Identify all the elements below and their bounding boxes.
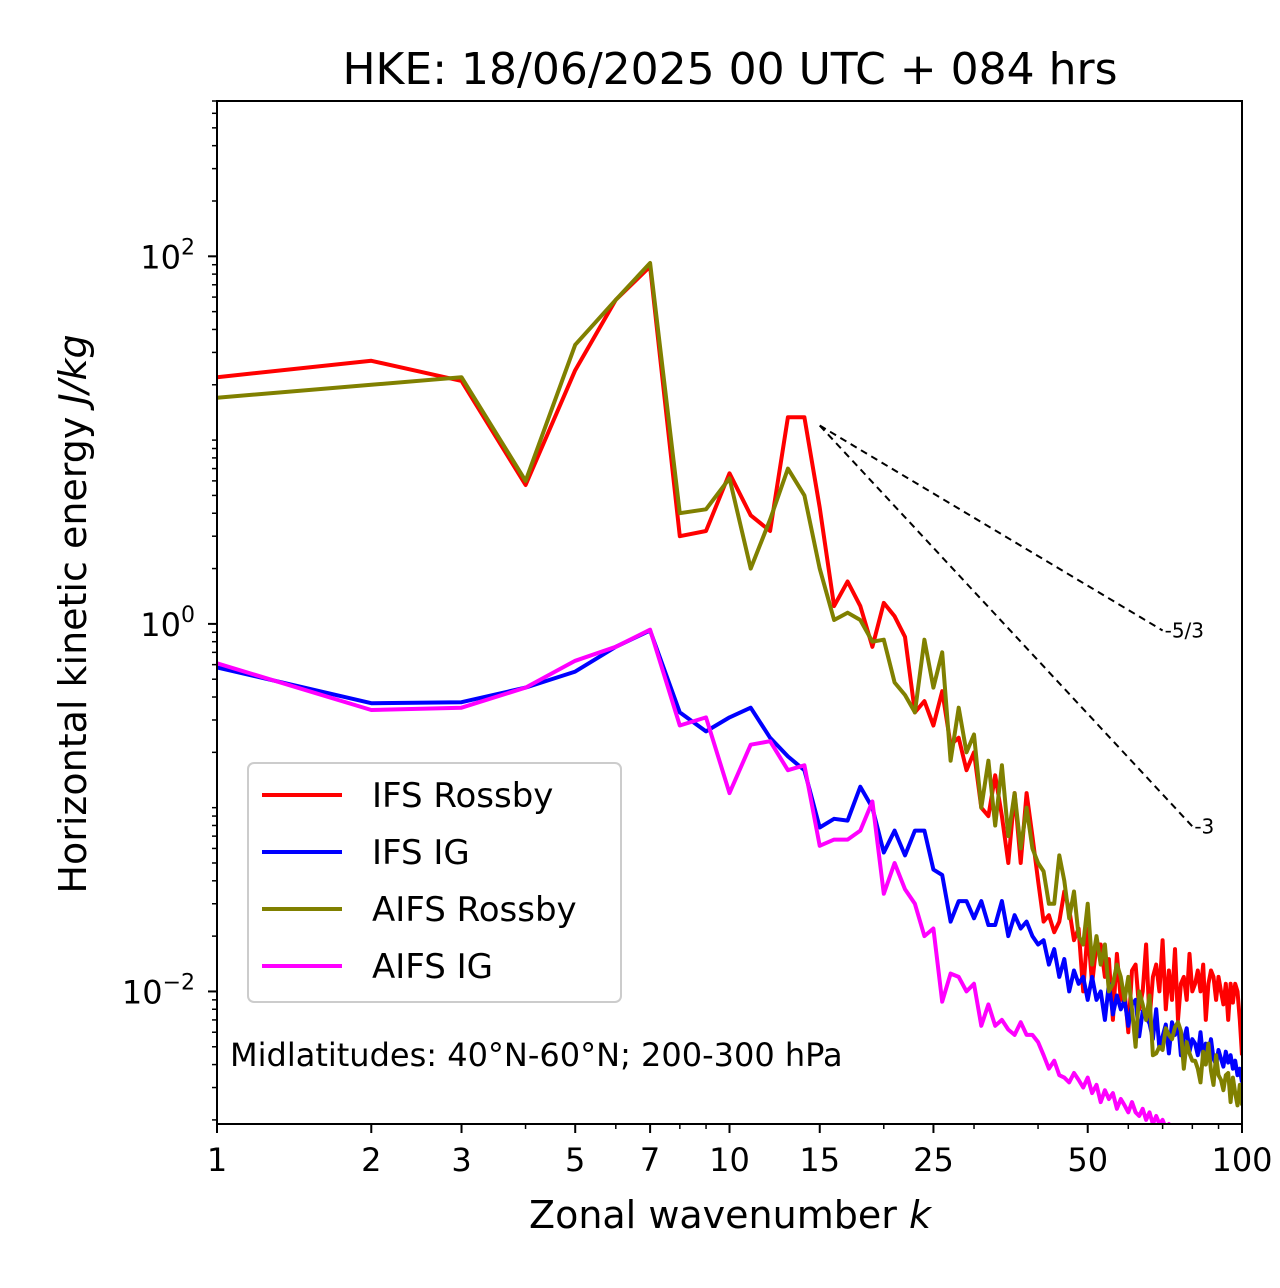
x-axis: 1 2 3 5 7 10 15 25 50 100: [207, 1124, 1273, 1179]
reference-line-label-2: -3: [1194, 814, 1214, 838]
x-tick-label: 100: [1211, 1141, 1272, 1179]
x-tick-label: 50: [1067, 1141, 1108, 1179]
legend-label: IFS IG: [372, 833, 470, 873]
legend-label: AIFS IG: [372, 947, 493, 987]
x-tick-label: 2: [361, 1141, 381, 1179]
series-line-ifs-ig: [217, 628, 1242, 1083]
reference-lines: -5/3 -3: [819, 424, 1214, 838]
x-tick-label: 10: [709, 1141, 750, 1179]
chart-title: HKE: 18/06/2025 00 UTC + 084 hrs: [342, 44, 1117, 95]
x-tick-label: 25: [913, 1141, 954, 1179]
x-tick-label: 1: [207, 1141, 227, 1179]
x-tick-label: 7: [640, 1141, 660, 1179]
reference-line-label-1: -5/3: [1165, 618, 1204, 642]
y-tick-label: 10−2: [122, 970, 195, 1011]
series-line-aifs-rossby: [217, 261, 1242, 1108]
x-tick-label: 5: [565, 1141, 585, 1179]
series-group: [217, 261, 1242, 1124]
y-tick-label: 102: [140, 235, 195, 276]
y-axis: 102 100 10−2: [122, 100, 217, 1121]
legend-label: IFS Rossby: [372, 776, 553, 816]
y-axis-label: Horizontal kinetic energy J/kg: [51, 334, 95, 893]
y-tick-label: 100: [140, 603, 195, 644]
legend: IFS Rossby IFS IG AIFS Rossby AIFS IG: [247, 762, 622, 1003]
reference-line-1: [819, 424, 1164, 632]
x-tick-label: 15: [799, 1141, 840, 1179]
legend-label: AIFS Rossby: [372, 890, 577, 930]
series-line-aifs-ig: [217, 627, 1172, 1124]
x-tick-label: 3: [451, 1141, 471, 1179]
x-axis-label: Zonal wavenumber k: [529, 1193, 933, 1237]
region-annotation: Midlatitudes: 40°N-60°N; 200-300 hPa: [230, 1036, 843, 1074]
legend-box: [247, 762, 622, 1003]
reference-line-2: [819, 424, 1194, 828]
